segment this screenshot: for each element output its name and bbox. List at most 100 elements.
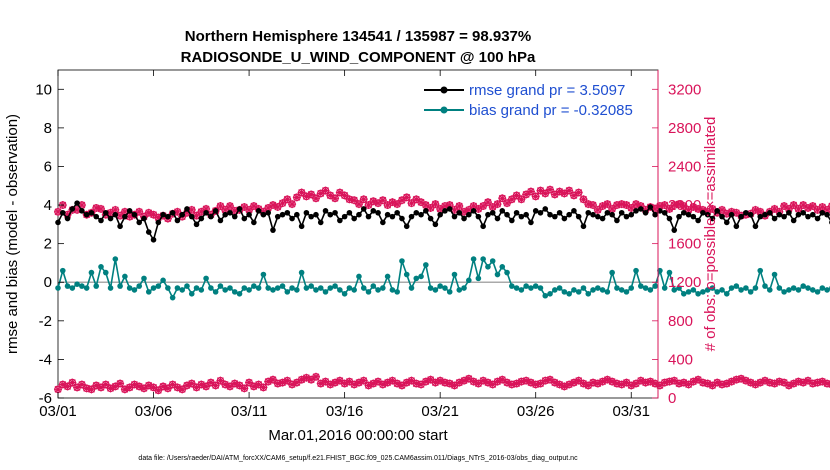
rmse-series-point bbox=[64, 215, 71, 222]
rmse-series-point bbox=[771, 215, 778, 222]
obs-count-low-assimilated-point bbox=[617, 380, 626, 389]
rmse-series-point bbox=[743, 209, 749, 216]
bias-series-point bbox=[155, 283, 162, 289]
bias-series-point bbox=[327, 285, 334, 291]
bias-series-point bbox=[566, 291, 572, 297]
obs-count-low-assimilated-point bbox=[350, 380, 359, 389]
obs-count-low-assimilated-point bbox=[259, 383, 268, 392]
obs-count-low-assimilated-point bbox=[608, 377, 617, 386]
rmse-series-point bbox=[518, 213, 525, 220]
obs-count-assimilated-point bbox=[813, 205, 822, 214]
rmse-series-point bbox=[695, 217, 701, 224]
rmse-series-point bbox=[504, 211, 510, 218]
rmse-series-point bbox=[766, 209, 773, 216]
obs-count-assimilated-point bbox=[660, 201, 669, 210]
obs-count-assimilated-point bbox=[799, 201, 808, 210]
rmse-series-point bbox=[456, 209, 463, 216]
bias-series-point bbox=[55, 285, 61, 291]
obs-count-low-assimilated-point bbox=[407, 376, 416, 385]
obs-count-assimilated-point bbox=[474, 204, 483, 213]
bias-series-point bbox=[227, 285, 233, 291]
rmse-series-point bbox=[69, 206, 76, 212]
rmse-series-point bbox=[313, 211, 319, 218]
bias-series-point bbox=[418, 273, 424, 280]
obs-count-assimilated-point bbox=[77, 201, 86, 210]
y-left-tick-label: 2 bbox=[44, 236, 52, 253]
chart-title-line2: RADIOSONDE_U_WIND_COMPONENT @ 100 hPa bbox=[181, 49, 536, 66]
obs-count-assimilated-point bbox=[154, 213, 163, 222]
bias-series-point bbox=[389, 287, 396, 293]
bias-series-point bbox=[384, 273, 391, 280]
obs-count-assimilated-point bbox=[612, 201, 621, 210]
obs-count-low-assimilated-point bbox=[474, 379, 483, 388]
obs-count-low-assimilated-point bbox=[54, 385, 62, 394]
obs-count-assimilated-point bbox=[149, 210, 158, 219]
obs-count-low-assimilated-point bbox=[202, 382, 211, 391]
bias-series-point bbox=[432, 287, 439, 293]
obs-count-low-assimilated-point bbox=[469, 377, 478, 386]
bias-series-point bbox=[814, 289, 821, 295]
rmse-series-point bbox=[88, 209, 95, 216]
rmse-series-point bbox=[571, 208, 577, 214]
obs-count-assimilated-point bbox=[818, 202, 827, 211]
obs-count-low-assimilated-point bbox=[560, 382, 569, 391]
bias-series-point bbox=[150, 285, 157, 291]
obs-count-low-assimilated-point bbox=[397, 381, 406, 390]
bias-series-point bbox=[690, 287, 697, 293]
y-right-tick-label: 1600 bbox=[668, 236, 701, 253]
bias-series-point bbox=[532, 283, 539, 289]
obs-count-assimilated-point bbox=[584, 200, 593, 209]
obs-count-low-assimilated-point bbox=[670, 376, 679, 385]
bias-series-point bbox=[604, 289, 611, 295]
obs-count-assimilated-point bbox=[216, 202, 225, 211]
bias-series-point bbox=[537, 285, 544, 291]
rmse-series-point bbox=[814, 215, 821, 222]
obs-count-low-assimilated-point bbox=[283, 376, 292, 385]
rmse-series-point bbox=[322, 208, 329, 214]
obs-count-low-assimilated-point bbox=[784, 381, 793, 390]
obs-count-assimilated-point bbox=[182, 208, 191, 217]
rmse-series-point bbox=[184, 206, 190, 212]
rmse-series-point bbox=[265, 209, 271, 216]
obs-count-low-assimilated-point bbox=[216, 376, 225, 385]
bias-series-point bbox=[442, 285, 448, 291]
obs-count-assimilated-point bbox=[350, 196, 359, 205]
obs-count-assimilated-point bbox=[445, 201, 454, 210]
obs-count-assimilated-point bbox=[703, 207, 712, 216]
bias-series-point bbox=[403, 271, 410, 278]
obs-count-assimilated-point bbox=[173, 207, 182, 216]
rmse-series-point bbox=[809, 211, 816, 218]
rmse-series-point bbox=[719, 213, 725, 220]
obs-count-assimilated-point bbox=[770, 204, 779, 213]
bias-series-point bbox=[819, 285, 826, 291]
rmse-series-point bbox=[676, 213, 682, 220]
rmse-series-point bbox=[485, 211, 491, 218]
bias-series-point bbox=[59, 267, 66, 274]
obs-count-assimilated-point bbox=[689, 202, 698, 211]
legend: rmse grand pr = 3.5097 bias grand pr = -… bbox=[424, 82, 633, 119]
obs-count-low-assimilated-point bbox=[565, 380, 574, 389]
obs-count-assimilated-point bbox=[407, 199, 416, 208]
rmse-series-point bbox=[642, 209, 649, 216]
obs-count-low-assimilated-point bbox=[531, 380, 540, 389]
obs-count-assimilated-point bbox=[197, 207, 206, 216]
obs-count-assimilated-point bbox=[311, 194, 320, 203]
obs-count-low-assimilated-point bbox=[603, 375, 612, 384]
obs-count-low-assimilated-point bbox=[197, 380, 206, 389]
obs-count-low-assimilated-point bbox=[225, 382, 234, 391]
rmse-series-point bbox=[733, 223, 740, 230]
obs-count-low-assimilated-point bbox=[182, 381, 191, 390]
bias-series-point bbox=[208, 285, 214, 291]
obs-count-low-assimilated-point bbox=[249, 382, 258, 391]
bias-series-point bbox=[222, 287, 228, 293]
rmse-series-point bbox=[217, 217, 224, 224]
obs-count-low-assimilated-point bbox=[192, 383, 201, 392]
obs-count-low-assimilated-point bbox=[316, 379, 325, 388]
obs-count-assimilated-point bbox=[240, 202, 249, 211]
obs-count-low-assimilated-point bbox=[550, 378, 559, 387]
rmse-series-point bbox=[585, 209, 592, 216]
rmse-series-point bbox=[403, 223, 410, 230]
rmse-series-point bbox=[590, 211, 596, 218]
bias-series-point bbox=[575, 289, 582, 295]
